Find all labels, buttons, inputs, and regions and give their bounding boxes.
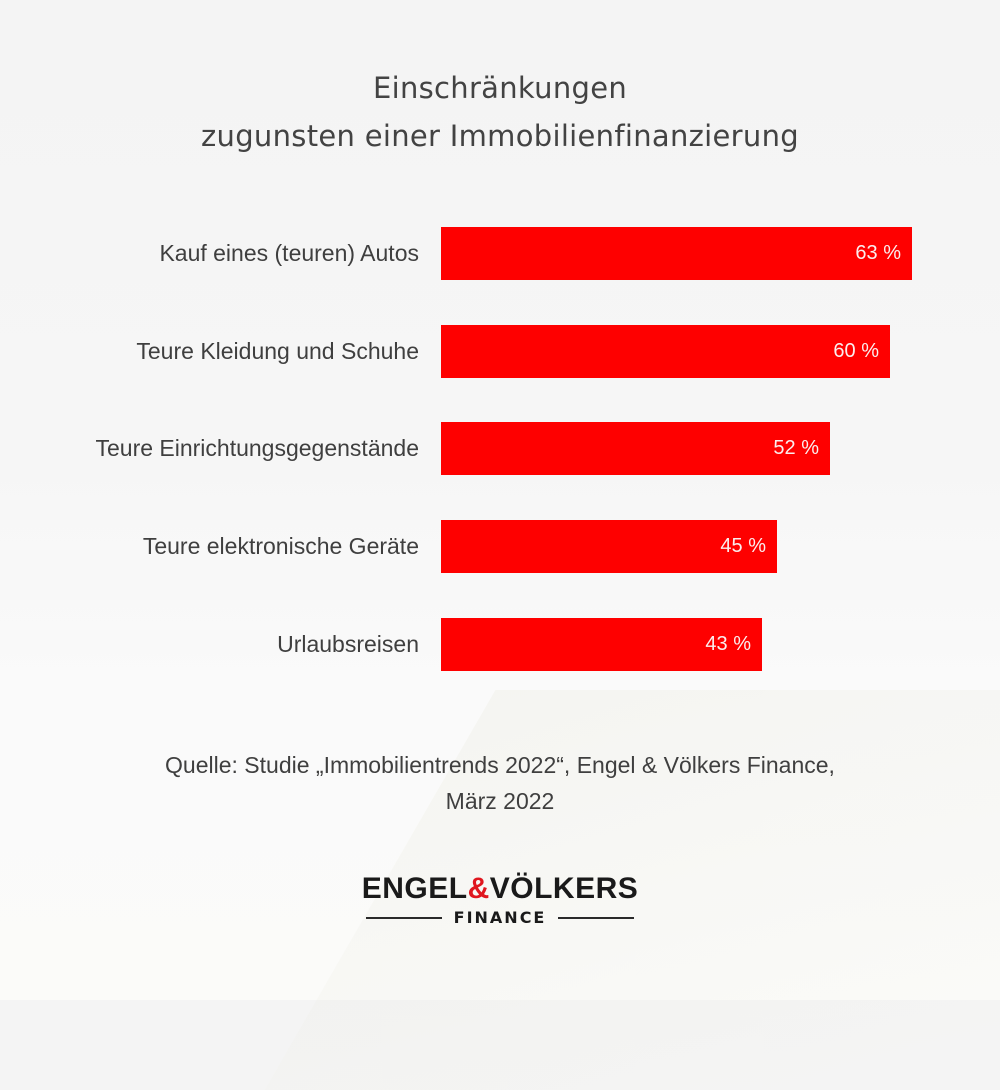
logo-wordmark: ENGEL&VÖLKERS xyxy=(350,872,650,906)
chart-title-line2: zugunsten einer Immobilienfinanzierung xyxy=(201,119,799,153)
logo-rule-left xyxy=(365,916,442,919)
logo-subline: FINANCE xyxy=(350,908,650,927)
bar-row: Teure elektronische Geräte 45 % xyxy=(0,520,1000,573)
value-label: 63 % xyxy=(855,242,901,264)
logo-part2: VÖLKERS xyxy=(489,872,639,905)
value-label: 45 % xyxy=(720,535,766,557)
logo-ampersand: & xyxy=(467,872,490,905)
bar-row: Urlaubsreisen 43 % xyxy=(0,618,1000,671)
bar: 45 % xyxy=(441,520,777,573)
logo-rule-right xyxy=(558,916,635,919)
category-label: Teure Einrichtungsgegenstände xyxy=(95,435,419,461)
bar: 52 % xyxy=(441,422,830,475)
bar: 63 % xyxy=(441,227,912,280)
source-line2: März 2022 xyxy=(445,788,555,814)
bar: 60 % xyxy=(441,325,890,378)
bar: 43 % xyxy=(441,618,762,671)
logo-finance-text: FINANCE xyxy=(453,908,547,927)
category-label: Teure elektronische Geräte xyxy=(142,533,419,559)
category-label: Kauf eines (teuren) Autos xyxy=(159,240,419,266)
logo-part1: ENGEL xyxy=(361,872,468,905)
bar-row: Teure Einrichtungsgegenstände 52 % xyxy=(0,422,1000,475)
bar-row: Kauf eines (teuren) Autos 63 % xyxy=(0,227,1000,280)
chart-title-line1: Einschränkungen xyxy=(372,71,628,105)
source-line1: Quelle: Studie „Immobilientrends 2022“, … xyxy=(165,752,835,778)
value-label: 60 % xyxy=(833,340,879,362)
value-label: 52 % xyxy=(773,437,819,459)
source-note: Quelle: Studie „Immobilientrends 2022“, … xyxy=(0,747,1000,819)
category-label: Teure Kleidung und Schuhe xyxy=(136,338,419,364)
value-label: 43 % xyxy=(705,633,751,655)
category-label: Urlaubsreisen xyxy=(277,631,419,657)
chart-title: Einschränkungen zugunsten einer Immobili… xyxy=(0,64,1000,160)
engel-voelkers-finance-logo: ENGEL&VÖLKERS FINANCE xyxy=(350,872,650,927)
bar-row: Teure Kleidung und Schuhe 60 % xyxy=(0,325,1000,378)
